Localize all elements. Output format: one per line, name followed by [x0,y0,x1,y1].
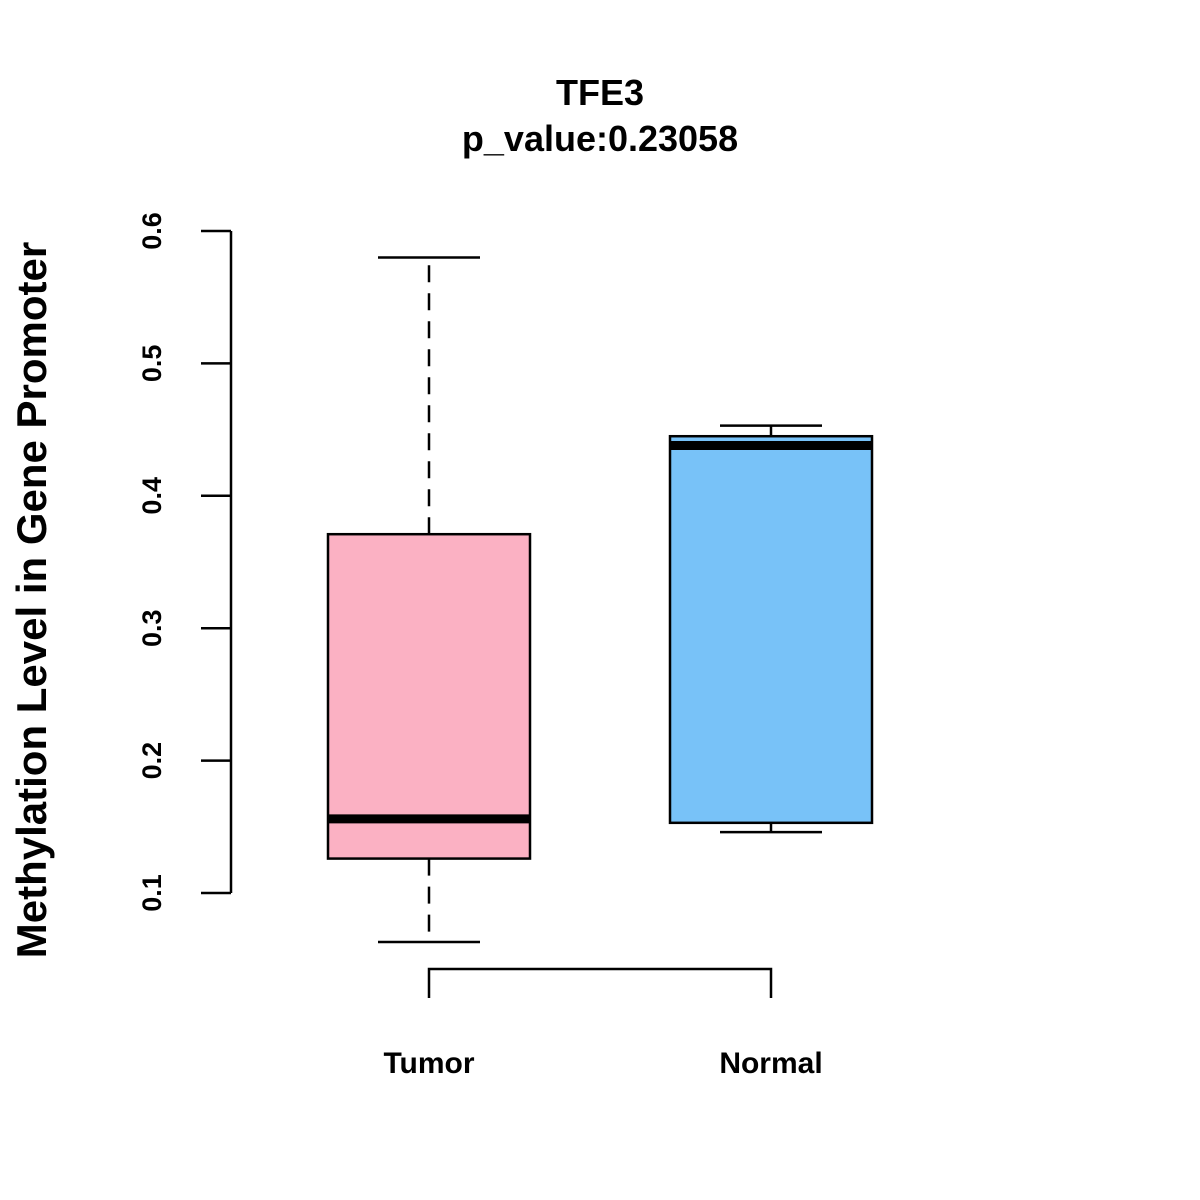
box-group-normal [668,424,874,834]
chart-subtitle: p_value:0.23058 [462,118,738,159]
x-category-label: Tumor [383,1047,474,1080]
y-tick-label: 0.6 [137,212,167,250]
chart-title: TFE3 [556,72,644,113]
bracket-line [427,967,773,998]
x-category-label: Normal [719,1047,822,1080]
y-tick-label: 0.2 [137,742,167,780]
y-tick-label: 0.5 [137,345,167,383]
y-tick-label: 0.3 [137,609,167,647]
box-group-tumor [326,256,532,944]
y-axis-label: Methylation Level in Gene Promoter [8,242,55,958]
y-tick-label: 0.1 [137,874,167,912]
y-tick-label: 0.4 [137,477,167,515]
iqr-box [326,532,532,860]
iqr-box [668,434,874,825]
boxes [326,256,874,944]
x-axis-labels: Tumor Normal [383,1047,822,1080]
comparison-bracket [427,967,773,998]
y-axis: 0.1 0.2 0.3 0.4 0.5 0.6 [137,212,233,912]
